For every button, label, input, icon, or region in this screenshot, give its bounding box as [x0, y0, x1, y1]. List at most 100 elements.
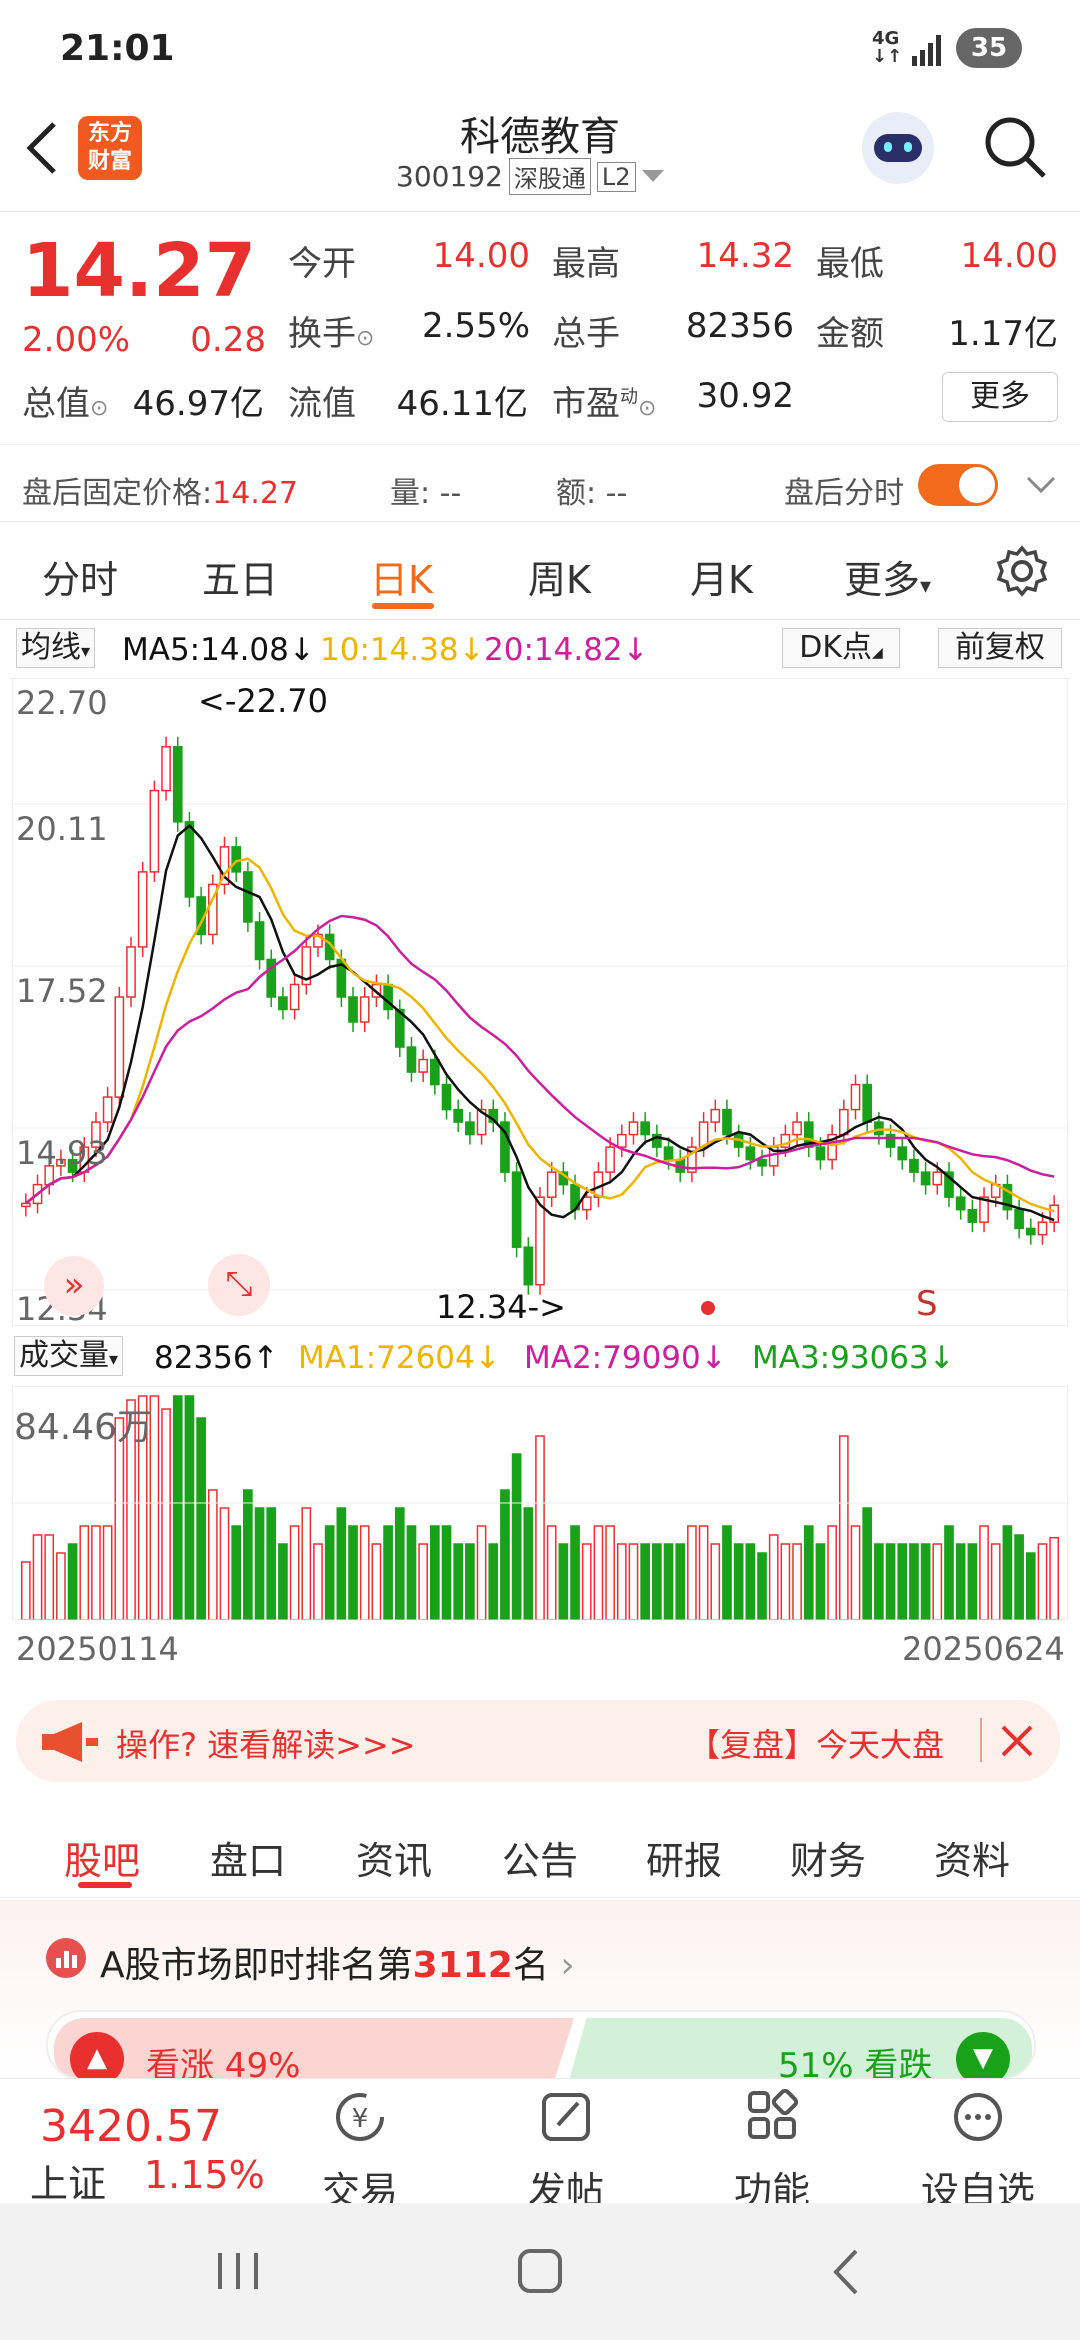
volume-value: 82356	[685, 306, 794, 346]
volume-bar	[453, 1543, 464, 1620]
more-button[interactable]: 更多	[942, 372, 1058, 422]
volume-bar	[616, 1543, 627, 1620]
collapse-icon[interactable]: »	[44, 1256, 104, 1316]
volume-selector[interactable]: 成交量▾	[14, 1336, 124, 1376]
chevron-down-icon[interactable]	[1026, 476, 1056, 494]
candle	[745, 1146, 756, 1161]
volume-bar	[184, 1395, 195, 1620]
candle	[1002, 1183, 1013, 1211]
back-nav-icon[interactable]	[830, 2247, 860, 2297]
volume-bar	[546, 1525, 557, 1620]
ma-selector[interactable]: 均线▾	[16, 628, 96, 668]
candle	[102, 1096, 113, 1123]
close-icon[interactable]	[1000, 1724, 1034, 1758]
back-arrow-icon[interactable]	[22, 118, 62, 178]
subtab-finance[interactable]: 财务	[790, 1839, 867, 1883]
quote-panel: 14.27 2.00% 0.28 今开 14.00 最高 14.32 最低 14…	[0, 212, 1080, 522]
candle	[874, 1121, 884, 1136]
candle	[932, 1171, 943, 1186]
app-logo[interactable]: 东方 财富	[78, 116, 142, 180]
tab-daily-k[interactable]: 日K	[370, 558, 433, 602]
volume-bar	[79, 1525, 90, 1620]
subtab-notice[interactable]: 公告	[502, 1839, 579, 1883]
bullish-icon[interactable]: ▲	[70, 2032, 124, 2078]
info-icon: ⊙	[638, 396, 657, 421]
system-nav-bar	[0, 2203, 1080, 2340]
tab-more[interactable]: 更多▾	[844, 558, 932, 602]
settings-gear-icon[interactable]	[996, 545, 1048, 597]
subtab-guba[interactable]: 股吧	[64, 1839, 141, 1883]
stock-code-row[interactable]: 300192 深股通 L2	[396, 158, 664, 195]
after-hours-toggle[interactable]	[918, 464, 998, 506]
dk-point-button[interactable]: DK点◢	[782, 628, 900, 668]
candle	[628, 1121, 639, 1136]
robot-avatar-icon[interactable]	[862, 112, 934, 184]
tab-weekly-k[interactable]: 周K	[528, 558, 591, 602]
recent-apps-icon[interactable]	[214, 2249, 264, 2293]
subtab-profile[interactable]: 资料	[934, 1839, 1011, 1883]
search-icon[interactable]	[982, 114, 1050, 182]
subtab-pankou[interactable]: 盘口	[210, 1839, 287, 1883]
banner-text-right: 【复盘】今天大盘	[688, 1726, 945, 1764]
volume-bar	[1002, 1525, 1013, 1620]
volume-bar	[1014, 1534, 1024, 1620]
megaphone-icon	[42, 1722, 98, 1762]
volume-bar	[605, 1525, 615, 1620]
ma10-line	[25, 857, 1055, 1213]
turnover-value: 2.55%	[421, 306, 530, 346]
candle	[979, 1196, 989, 1223]
news-banner[interactable]: 操作? 速看解读>>> 【复盘】今天大盘	[16, 1700, 1060, 1782]
subtab-news[interactable]: 资讯	[356, 1839, 433, 1883]
volume-bar	[219, 1507, 230, 1620]
candle	[56, 1158, 66, 1167]
index-value[interactable]: 3420.57	[40, 2101, 222, 2152]
pe-label: 市盈动⊙	[552, 384, 657, 424]
candle	[605, 1146, 615, 1173]
adjust-button[interactable]: 前复权	[938, 628, 1062, 668]
high-value: 14.32	[696, 236, 794, 276]
sentiment-bar[interactable]: ▲ 看涨 49% 51% 看跌 ▼	[46, 2010, 1036, 2080]
nav-watchlist[interactable]: 设自选	[918, 2089, 1038, 2215]
candle	[838, 1108, 849, 1136]
volume-bar	[523, 1507, 534, 1620]
volume-bar	[1049, 1536, 1059, 1620]
volume-bar	[476, 1525, 487, 1620]
banner-text-left: 操作? 速看解读>>>	[116, 1726, 416, 1764]
volume-bar	[56, 1552, 66, 1620]
volume-label: 总手	[552, 314, 620, 354]
home-icon[interactable]	[516, 2247, 564, 2295]
ranking-section: A股市场即时排名第3112名 › ▲ 看涨 49% 51% 看跌 ▼	[0, 1900, 1080, 2080]
kline-chart[interactable]	[12, 678, 1068, 1326]
volume-bar	[710, 1543, 721, 1620]
tab-monthly-k[interactable]: 月K	[690, 558, 753, 602]
candle	[955, 1196, 966, 1211]
candle	[663, 1146, 674, 1161]
nav-trade[interactable]: ¥ 交易	[300, 2089, 420, 2215]
volume-bar	[500, 1489, 510, 1620]
expand-icon[interactable]: ⤡	[208, 1254, 270, 1316]
tab-timeshare[interactable]: 分时	[42, 558, 119, 602]
ranking-text[interactable]: A股市场即时排名第3112名 ›	[100, 1945, 575, 1986]
low-value: 14.00	[960, 236, 1058, 276]
volume-bar	[535, 1435, 545, 1620]
nav-post[interactable]: 发帖	[506, 2089, 626, 2215]
more-dots-icon	[954, 2093, 1002, 2141]
change-percent: 2.00%	[22, 320, 131, 360]
volume-chart[interactable]	[12, 1386, 1068, 1620]
stock-name: 科德教育	[460, 114, 620, 160]
period-tabs: 分时 五日 日K 周K 月K 更多▾	[0, 525, 1080, 620]
subtab-research[interactable]: 研报	[646, 1839, 723, 1883]
ma10-value: 10:14.38↓	[320, 632, 485, 668]
volume-bar	[698, 1525, 709, 1620]
volume-bar	[196, 1417, 206, 1620]
trade-icon: ¥	[336, 2093, 384, 2141]
volume-ma2: MA2:79090↓	[524, 1340, 727, 1376]
status-bar: 21:01 4G ↓↑ 35	[0, 0, 1080, 100]
volume-bar	[979, 1525, 989, 1620]
candle	[161, 746, 171, 792]
candle	[219, 846, 230, 886]
tab-fiveday[interactable]: 五日	[202, 558, 279, 602]
candle	[441, 1083, 452, 1111]
bearish-icon[interactable]: ▼	[956, 2032, 1010, 2078]
nav-function[interactable]: 功能	[712, 2088, 832, 2215]
